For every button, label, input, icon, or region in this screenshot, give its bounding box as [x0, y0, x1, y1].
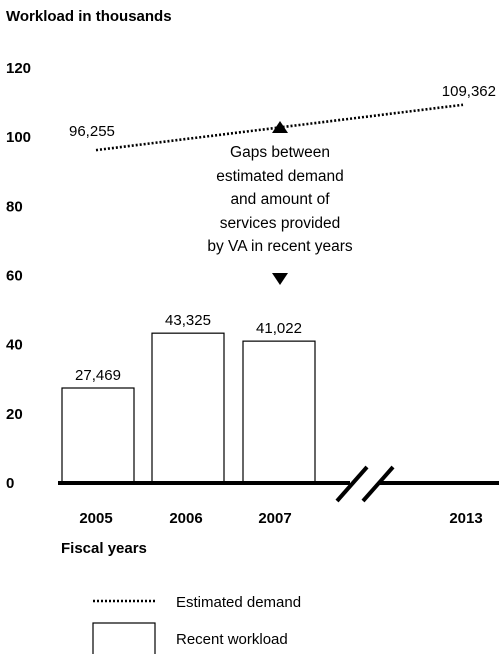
annotation-line-1: Gaps between: [230, 144, 330, 161]
gap-annotation: Gaps between estimated demand and amount…: [207, 121, 353, 285]
bar-value-label-2005: 27,469: [75, 367, 121, 384]
legend-label-recent-workload: Recent workload: [176, 631, 288, 648]
arrow-up-icon: [272, 121, 288, 133]
legend-symbol-open-box: [92, 622, 156, 654]
bar-2007: [242, 340, 316, 484]
y-tick-0: 0: [6, 475, 14, 492]
x-tick-2005: 2005: [79, 510, 112, 527]
x-axis-title: Fiscal years: [61, 540, 147, 557]
y-tick-80: 80: [6, 198, 23, 215]
legend: Estimated demand Recent workload: [92, 594, 301, 654]
demand-label-2013: 109,362: [442, 83, 496, 100]
bar-2006: [151, 332, 225, 484]
annotation-line-2: estimated demand: [216, 168, 344, 185]
y-axis-title: Workload in thousands: [6, 8, 172, 25]
y-tick-60: 60: [6, 268, 23, 285]
axis-break-mark-1: [335, 465, 369, 503]
x-tick-2013: 2013: [449, 510, 482, 527]
axis-break-mark-2: [361, 465, 395, 503]
bar-2005: [61, 387, 135, 484]
y-tick-20: 20: [6, 406, 23, 423]
bar-value-label-2006: 43,325: [165, 312, 211, 329]
x-tick-2006: 2006: [169, 510, 202, 527]
y-tick-100: 100: [6, 129, 31, 146]
bars-group: 27,469 43,325 41,022: [61, 312, 316, 484]
y-tick-40: 40: [6, 337, 23, 354]
y-tick-120: 120: [6, 60, 31, 77]
bar-value-label-2007: 41,022: [256, 320, 302, 337]
demand-label-2005: 96,255: [69, 123, 115, 140]
x-tick-2007: 2007: [258, 510, 291, 527]
arrow-down-icon: [272, 273, 288, 285]
annotation-line-5: by VA in recent years: [207, 238, 353, 255]
y-axis-ticks: 120 100 80 60 40 20 0: [6, 60, 31, 492]
annotation-line-3: and amount of: [230, 191, 330, 208]
legend-label-estimated-demand: Estimated demand: [176, 594, 301, 611]
annotation-line-4: services provided: [220, 215, 341, 232]
